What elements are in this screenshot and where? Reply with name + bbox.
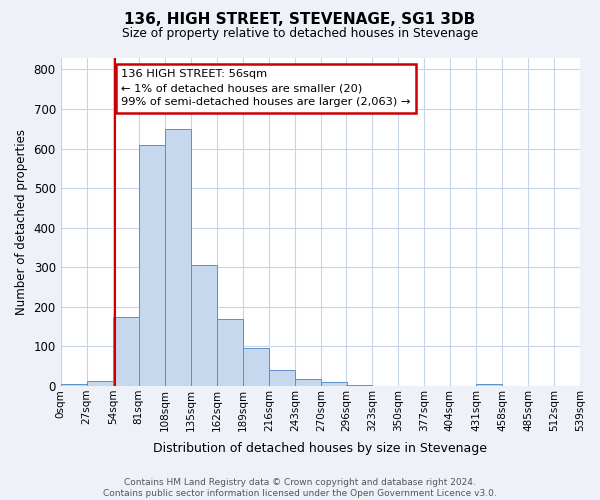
Bar (295, 380, 321, 386)
Bar (321, 382, 347, 386)
Text: Contains HM Land Registry data © Crown copyright and database right 2024.
Contai: Contains HM Land Registry data © Crown c… (103, 478, 497, 498)
Bar (217, 318, 243, 386)
Bar (269, 370, 295, 386)
Bar (139, 144, 165, 386)
Text: Size of property relative to detached houses in Stevenage: Size of property relative to detached ho… (122, 28, 478, 40)
Bar (61, 384, 86, 386)
Bar (113, 316, 139, 386)
Text: 136, HIGH STREET, STEVENAGE, SG1 3DB: 136, HIGH STREET, STEVENAGE, SG1 3DB (124, 12, 476, 28)
Bar (191, 266, 217, 386)
Bar (243, 348, 269, 386)
X-axis label: Distribution of detached houses by size in Stevenage: Distribution of detached houses by size … (154, 442, 487, 455)
Text: 136 HIGH STREET: 56sqm
← 1% of detached houses are smaller (20)
99% of semi-deta: 136 HIGH STREET: 56sqm ← 1% of detached … (121, 70, 411, 108)
Bar (165, 128, 191, 386)
Bar (476, 384, 502, 386)
Bar (346, 385, 372, 386)
Bar (86, 381, 113, 386)
Y-axis label: Number of detached properties: Number of detached properties (15, 128, 28, 314)
